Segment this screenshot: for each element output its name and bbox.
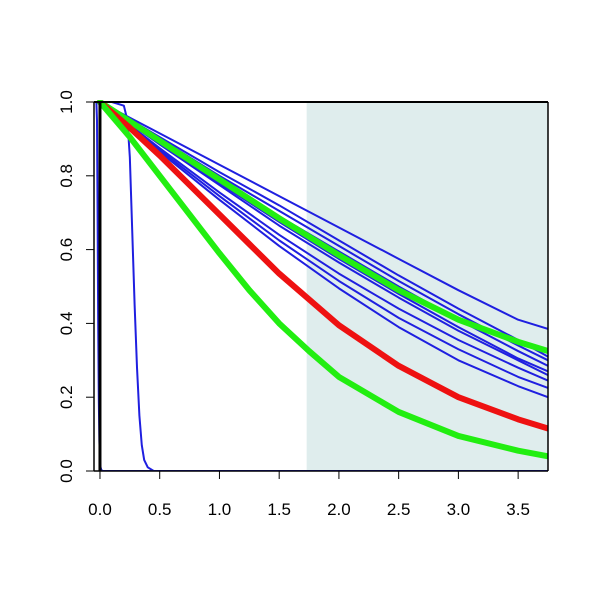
x-tick-label: 3.0 [447, 500, 471, 519]
series-line-8 [98, 101, 548, 377]
series-lines [94, 100, 548, 471]
axes [93, 101, 549, 472]
y-tick-label: 0.0 [57, 459, 76, 483]
x-tick-label: 1.5 [267, 500, 291, 519]
x-axis-ticks: 0.0 0.5 1.0 1.5 2.0 2.5 3.0 3.5 [88, 471, 530, 519]
x-tick-label: 0.0 [88, 500, 112, 519]
series-line-4 [98, 101, 548, 358]
x-tick-label: 1.0 [208, 500, 232, 519]
series-line-9 [98, 101, 548, 382]
y-tick-label: 1.0 [57, 90, 76, 114]
series-line-12 [96, 100, 548, 355]
series-line-11 [98, 101, 548, 399]
y-tick-label: 0.4 [57, 312, 76, 336]
y-axis-ticks: 0.0 0.2 0.4 0.6 0.8 1.0 [57, 90, 94, 483]
x-tick-label: 2.0 [327, 500, 351, 519]
series-line-2 [94, 101, 548, 471]
series-line-3 [98, 101, 548, 330]
series-line-10 [98, 101, 548, 389]
series-line-13 [96, 100, 548, 432]
series-line-14 [96, 100, 548, 460]
y-tick-label: 0.6 [57, 238, 76, 262]
y-tick-label: 0.8 [57, 164, 76, 188]
x-tick-label: 2.5 [387, 500, 411, 519]
x-tick-label: 3.5 [506, 500, 530, 519]
y-tick-label: 0.2 [57, 385, 76, 409]
x-tick-label: 0.5 [148, 500, 172, 519]
